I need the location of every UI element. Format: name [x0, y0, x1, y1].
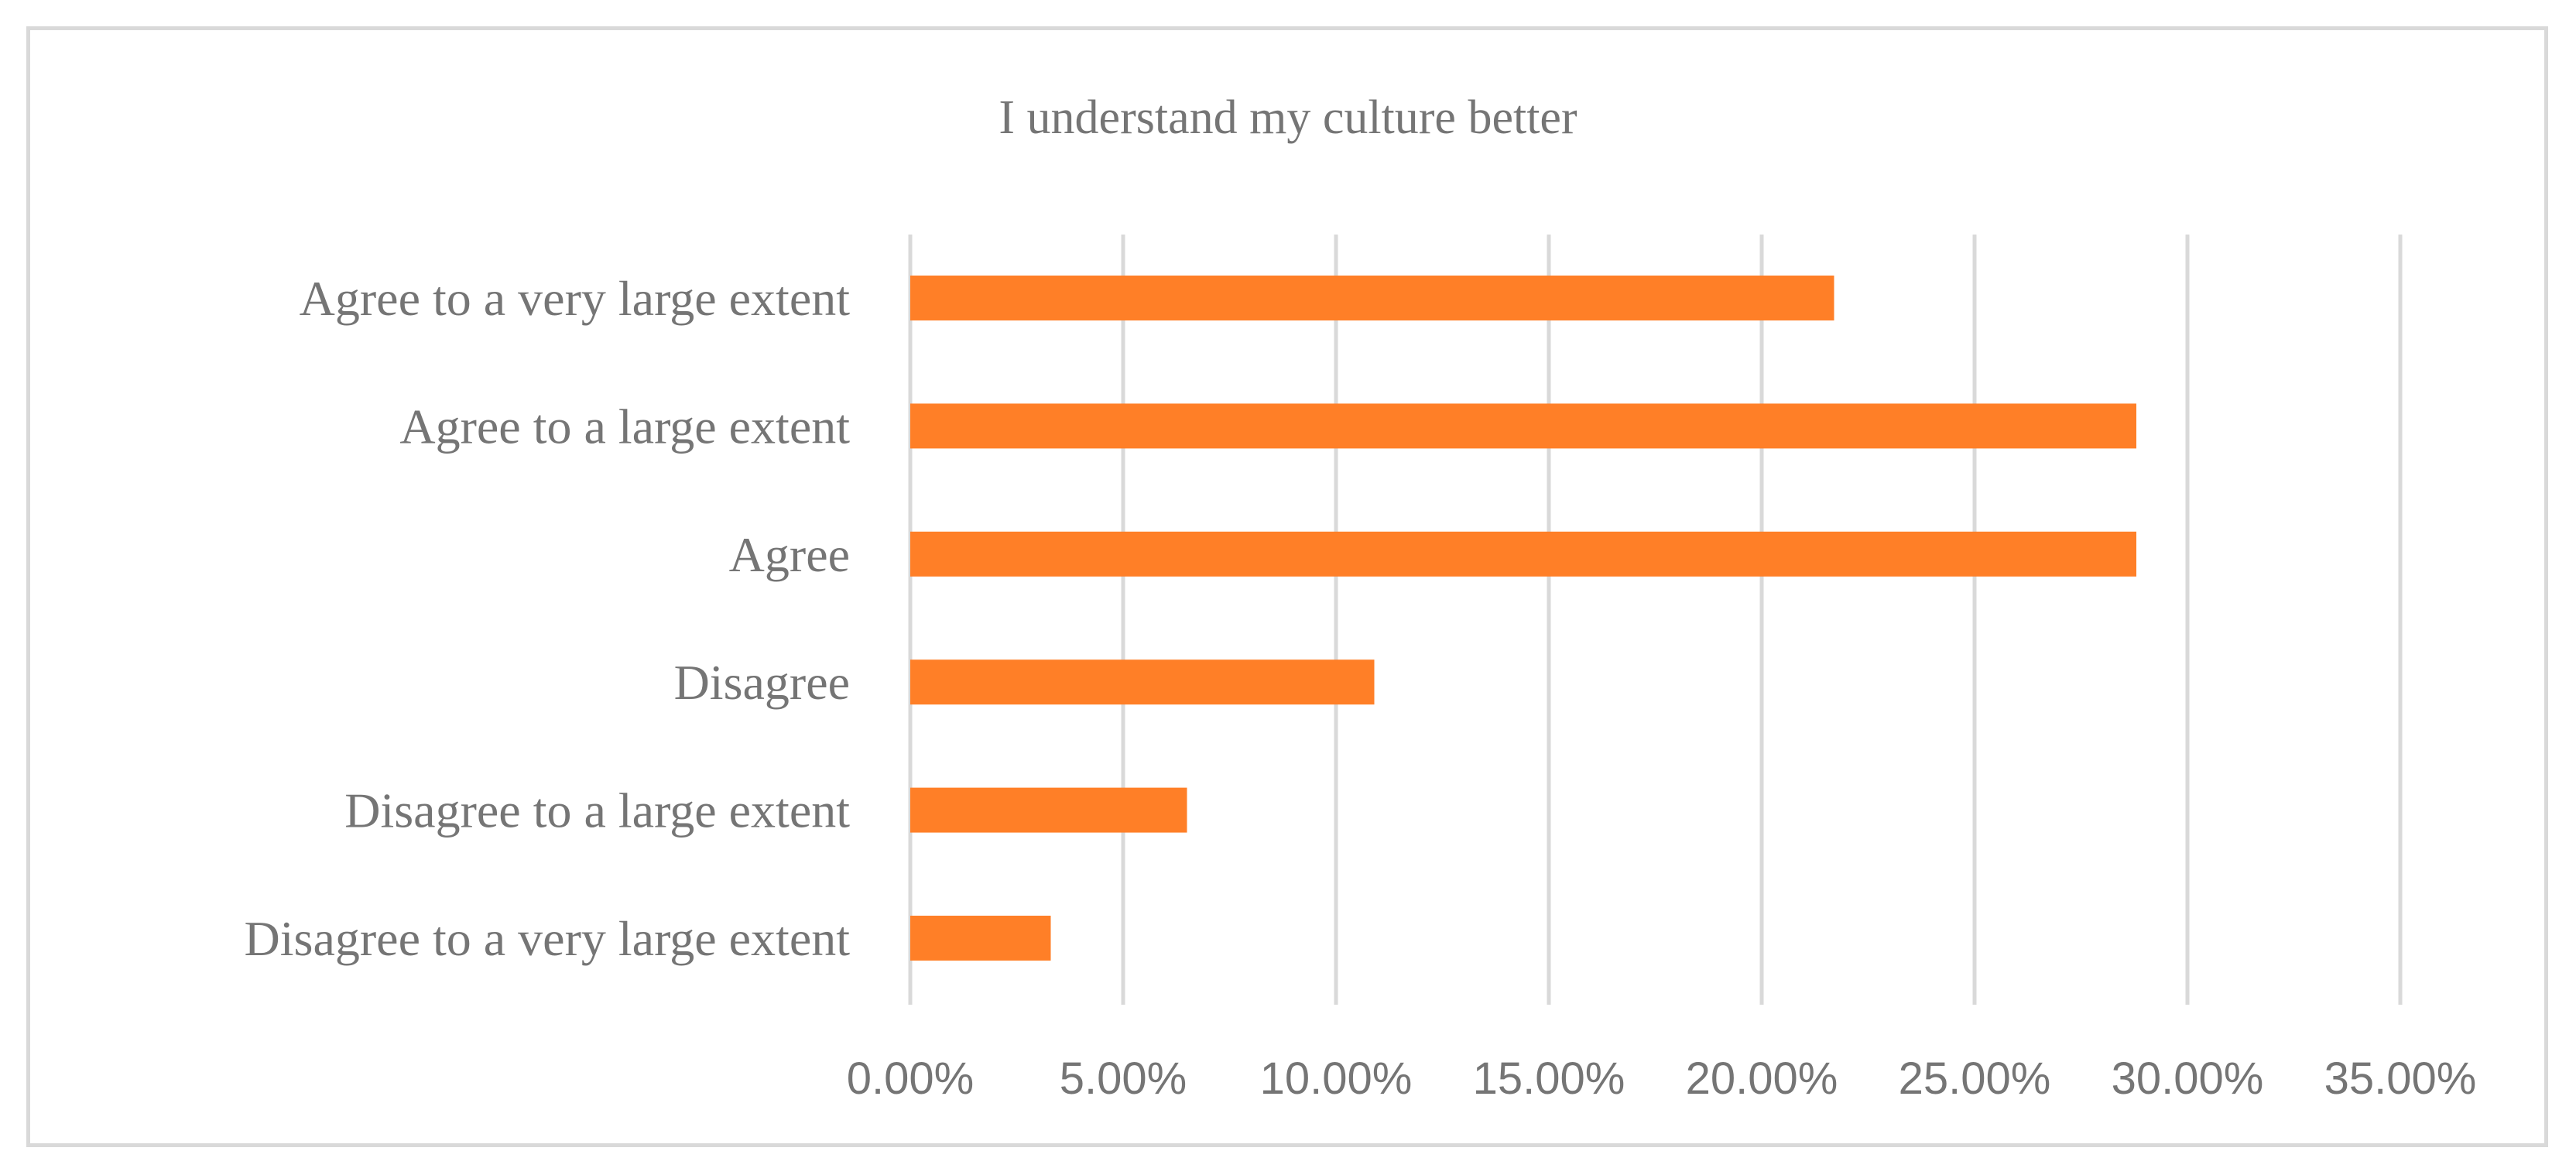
- gridlines: [908, 235, 2403, 1005]
- bar: [910, 916, 1051, 961]
- x-tick-label: 5.00%: [1060, 1053, 1187, 1104]
- x-tick-label: 25.00%: [1899, 1053, 2051, 1104]
- category-label: Disagree to a large extent: [344, 783, 850, 838]
- category-label: Agree to a very large extent: [300, 271, 851, 326]
- x-tick-label: 30.00%: [2112, 1053, 2264, 1104]
- x-tick-label: 10.00%: [1260, 1053, 1413, 1104]
- x-tick-label: 35.00%: [2324, 1053, 2477, 1104]
- x-tick-label: 0.00%: [847, 1053, 974, 1104]
- chart-frame: [26, 26, 2548, 1147]
- category-label: Agree to a large extent: [399, 399, 850, 454]
- bars: [910, 276, 2136, 961]
- bar: [910, 659, 1375, 705]
- x-axis-tick-labels: 0.00% 5.00% 10.00% 15.00% 20.00% 25.00% 30.00%…: [847, 1053, 2477, 1104]
- bar: [910, 531, 2136, 577]
- category-label: Disagree to a very large extent: [245, 911, 851, 966]
- bar: [910, 403, 2136, 449]
- chart-title: I understand my culture better: [999, 91, 1577, 144]
- category-label: Agree: [729, 527, 850, 582]
- category-label: Disagree: [674, 655, 850, 710]
- x-tick-label: 20.00%: [1686, 1053, 1838, 1104]
- x-tick-label: 15.00%: [1473, 1053, 1625, 1104]
- category-labels: Agree to a very large extent Agree to a l…: [245, 271, 851, 966]
- bar: [910, 787, 1187, 833]
- bar: [910, 276, 1834, 320]
